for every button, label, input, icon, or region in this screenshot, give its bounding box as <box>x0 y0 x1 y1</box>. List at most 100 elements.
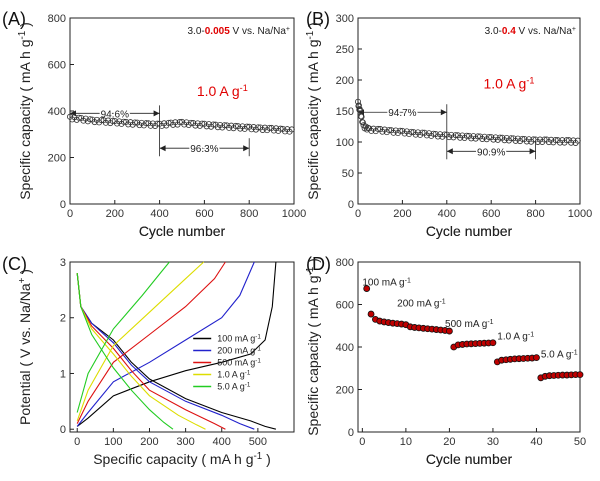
series-line-charge <box>76 261 170 413</box>
data-point <box>533 354 540 362</box>
rate-label: 200 mA g-1 <box>397 298 446 310</box>
data-point <box>519 135 526 142</box>
series-line-charge <box>76 261 277 427</box>
data-point <box>397 127 404 134</box>
y-tick-label: 200 <box>48 153 66 165</box>
panel-label: (D) <box>306 254 331 274</box>
y-tick-label: 50 <box>342 168 354 180</box>
panel-label: (A) <box>2 9 26 29</box>
data-point <box>408 128 415 135</box>
data-point <box>356 106 363 113</box>
legend-label: 100 mA g-1 <box>217 333 261 344</box>
data-point <box>354 98 361 105</box>
data-point <box>530 136 537 143</box>
x-tick-label: 50 <box>574 436 586 448</box>
x-tick-label: 10 <box>400 436 412 448</box>
data-point <box>288 126 295 133</box>
rate-label: 100 mA g-1 <box>362 277 411 289</box>
data-point <box>497 134 504 141</box>
x-tick-label: 20 <box>443 436 455 448</box>
data-point <box>87 116 94 123</box>
data-point <box>98 117 105 124</box>
x-tick-label: 200 <box>393 208 411 220</box>
panel-1: 0 200 400 600 800 1000 0 50 100 150 200 250 300 Cycle… <box>305 9 593 239</box>
y-tick-label: 150 <box>336 106 354 118</box>
y-tick-label: 2 <box>60 313 66 325</box>
legend-label: 500 mA g-1 <box>217 357 261 368</box>
data-point <box>232 122 239 129</box>
x-tick-label: 0 <box>67 208 73 220</box>
arrow-head-right <box>243 145 250 152</box>
data-point <box>199 120 206 127</box>
x-tick-label: 0 <box>355 208 361 220</box>
series-line-charge <box>76 261 226 424</box>
y-axis-label: Specific capacity ( mA h g-1 ) <box>17 22 34 200</box>
x-tick-label: 800 <box>526 208 544 220</box>
data-point <box>364 124 371 131</box>
x-axis-label: Cycle number <box>426 451 513 467</box>
series-line-charge <box>76 261 205 422</box>
data-point <box>576 371 584 379</box>
y-axis-label: Specific capacity ( mA h g-1 ) <box>305 22 322 200</box>
series-line-discharge <box>76 273 255 430</box>
x-tick-label: 400 <box>438 208 456 220</box>
data-point <box>574 137 581 144</box>
series-line-charge <box>76 261 255 427</box>
x-tick-label: 100 <box>104 436 122 448</box>
arrow-head-left <box>159 145 166 152</box>
y-tick-label: 100 <box>336 137 354 149</box>
x-tick-label: 600 <box>195 208 213 220</box>
y-tick-label: 800 <box>48 13 66 25</box>
y-axis-label: Specific capacity ( mA h g-1 ) <box>305 258 322 436</box>
legend-label: 200 mA g-1 <box>217 345 261 356</box>
data-point <box>255 124 262 131</box>
panel-label: (B) <box>306 9 330 29</box>
series-line-discharge <box>76 273 174 430</box>
y-tick-label: 3 <box>60 257 66 269</box>
data-point <box>277 125 284 132</box>
y-tick-label: 0 <box>348 199 354 211</box>
current-density-label: 1.0 A g-1 <box>483 76 534 92</box>
data-point <box>430 130 437 137</box>
data-point <box>120 118 127 125</box>
y-tick-label: 0 <box>60 199 66 211</box>
data-point <box>266 124 273 131</box>
arrow-head-right <box>440 109 447 116</box>
x-tick-label: 1000 <box>568 208 592 220</box>
data-point <box>446 327 453 335</box>
x-axis-label: Cycle number <box>426 223 513 239</box>
data-point <box>485 133 492 140</box>
arrow-head-left <box>446 148 453 155</box>
data-point <box>221 122 228 129</box>
x-tick-label: 30 <box>487 436 499 448</box>
panel-0: 0 200 400 600 800 1000 0 200 400 600 800 Cycle numb… <box>2 9 306 239</box>
x-tick-label: 300 <box>176 436 194 448</box>
y-tick-label: 400 <box>336 342 354 354</box>
retention-label: 90.9% <box>477 147 505 158</box>
y-tick-label: 200 <box>336 385 354 397</box>
rate-label: 1.0 A g-1 <box>497 331 534 343</box>
plot-frame <box>69 261 295 433</box>
data-point <box>131 119 138 126</box>
x-tick-label: 400 <box>150 208 168 220</box>
x-tick-label: 200 <box>140 436 158 448</box>
data-point <box>363 285 371 292</box>
panel-label: (C) <box>2 254 27 274</box>
y-tick-label: 200 <box>336 75 354 87</box>
data-point <box>541 136 548 143</box>
arrow-head-right <box>153 110 160 117</box>
data-point <box>243 123 250 130</box>
data-point <box>75 114 82 121</box>
legend-label: 5.0 A g-1 <box>217 381 251 392</box>
retention-label: 94.7% <box>388 108 416 119</box>
data-point <box>109 117 116 124</box>
voltage-window: 3.0-0.4 V vs. Na/Na+ <box>485 26 576 38</box>
x-axis-label: Cycle number <box>139 223 226 239</box>
x-tick-label: 0 <box>359 436 365 448</box>
series-line-discharge <box>76 273 206 430</box>
rate-label: 500 mA g-1 <box>445 318 494 330</box>
y-tick-label: 800 <box>336 257 354 269</box>
x-tick-label: 40 <box>530 436 542 448</box>
y-tick-label: 600 <box>336 300 354 312</box>
